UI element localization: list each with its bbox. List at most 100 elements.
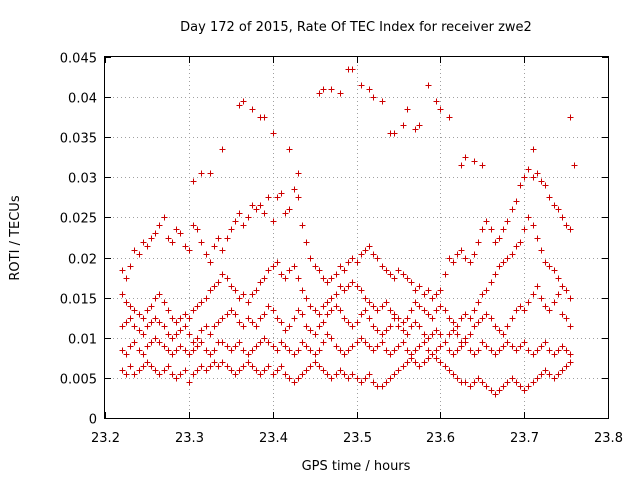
data-point <box>475 239 482 246</box>
data-point <box>546 263 553 270</box>
data-point <box>433 327 440 334</box>
data-point <box>207 363 214 370</box>
data-point <box>467 383 474 390</box>
data-point <box>534 347 541 354</box>
data-point <box>504 323 511 330</box>
data-point <box>337 347 344 354</box>
data-point <box>395 343 402 350</box>
data-point <box>442 363 449 370</box>
data-point <box>148 339 155 346</box>
data-point <box>563 315 570 322</box>
data-point <box>186 331 193 338</box>
data-point <box>136 367 143 374</box>
data-point <box>517 383 524 390</box>
data-point <box>412 299 419 306</box>
data-point <box>265 267 272 274</box>
data-point <box>274 315 281 322</box>
data-point <box>416 122 423 129</box>
data-point <box>412 359 419 366</box>
data-point <box>152 335 159 342</box>
data-point <box>345 283 352 290</box>
data-point <box>379 383 386 390</box>
data-point <box>320 86 327 93</box>
data-point <box>391 347 398 354</box>
data-point <box>270 307 277 314</box>
data-point <box>437 106 444 113</box>
data-point <box>446 114 453 121</box>
grid <box>105 57 608 418</box>
data-point <box>253 206 260 213</box>
data-point <box>236 319 243 326</box>
data-point <box>148 303 155 310</box>
data-point <box>551 202 558 209</box>
data-point <box>454 347 461 354</box>
data-point <box>144 359 151 366</box>
data-point <box>328 295 335 302</box>
data-point <box>307 255 314 262</box>
data-point <box>517 343 524 350</box>
data-point <box>165 331 172 338</box>
data-point <box>349 279 356 286</box>
data-point <box>253 287 260 294</box>
data-point <box>538 178 545 185</box>
data-point <box>291 315 298 322</box>
data-point <box>467 259 474 266</box>
data-point <box>278 319 285 326</box>
data-point <box>521 387 528 394</box>
data-point <box>567 114 574 121</box>
data-point <box>324 311 331 318</box>
data-point <box>425 335 432 342</box>
data-point <box>245 214 252 221</box>
data-point <box>391 275 398 282</box>
data-point <box>177 327 184 334</box>
data-point <box>270 130 277 137</box>
data-point <box>198 239 205 246</box>
data-point <box>136 311 143 318</box>
data-point <box>567 295 574 302</box>
data-point <box>303 343 310 350</box>
data-point <box>513 243 520 250</box>
data-point <box>504 255 511 262</box>
data-point <box>521 307 528 314</box>
data-point <box>240 347 247 354</box>
data-point <box>551 351 558 358</box>
y-tick-label: 0 <box>89 413 97 428</box>
data-point <box>437 359 444 366</box>
data-point <box>571 162 578 169</box>
data-point <box>400 319 407 326</box>
data-point <box>232 343 239 350</box>
data-point <box>362 247 369 254</box>
data-point <box>538 371 545 378</box>
data-point <box>203 347 210 354</box>
data-point <box>458 247 465 254</box>
data-point <box>257 279 264 286</box>
data-point <box>224 363 231 370</box>
data-point <box>240 291 247 298</box>
data-point <box>182 323 189 330</box>
data-point <box>299 339 306 346</box>
data-point <box>538 295 545 302</box>
data-point <box>530 146 537 153</box>
data-point <box>467 315 474 322</box>
data-point <box>249 106 256 113</box>
data-point <box>462 255 469 262</box>
data-point <box>483 343 490 350</box>
data-point <box>337 263 344 270</box>
data-point <box>563 287 570 294</box>
data-point <box>136 251 143 258</box>
data-point <box>379 331 386 338</box>
data-point <box>387 271 394 278</box>
data-point <box>395 267 402 274</box>
data-point <box>395 367 402 374</box>
data-point <box>198 170 205 177</box>
data-point <box>299 371 306 378</box>
data-point <box>387 323 394 330</box>
data-point <box>156 339 163 346</box>
data-point <box>303 367 310 374</box>
data-point <box>479 315 486 322</box>
data-point <box>366 371 373 378</box>
chart-title: Day 172 of 2015, Rate Of TEC Index for r… <box>180 20 532 35</box>
data-point <box>366 243 373 250</box>
data-point <box>412 126 419 133</box>
data-point <box>140 315 147 322</box>
